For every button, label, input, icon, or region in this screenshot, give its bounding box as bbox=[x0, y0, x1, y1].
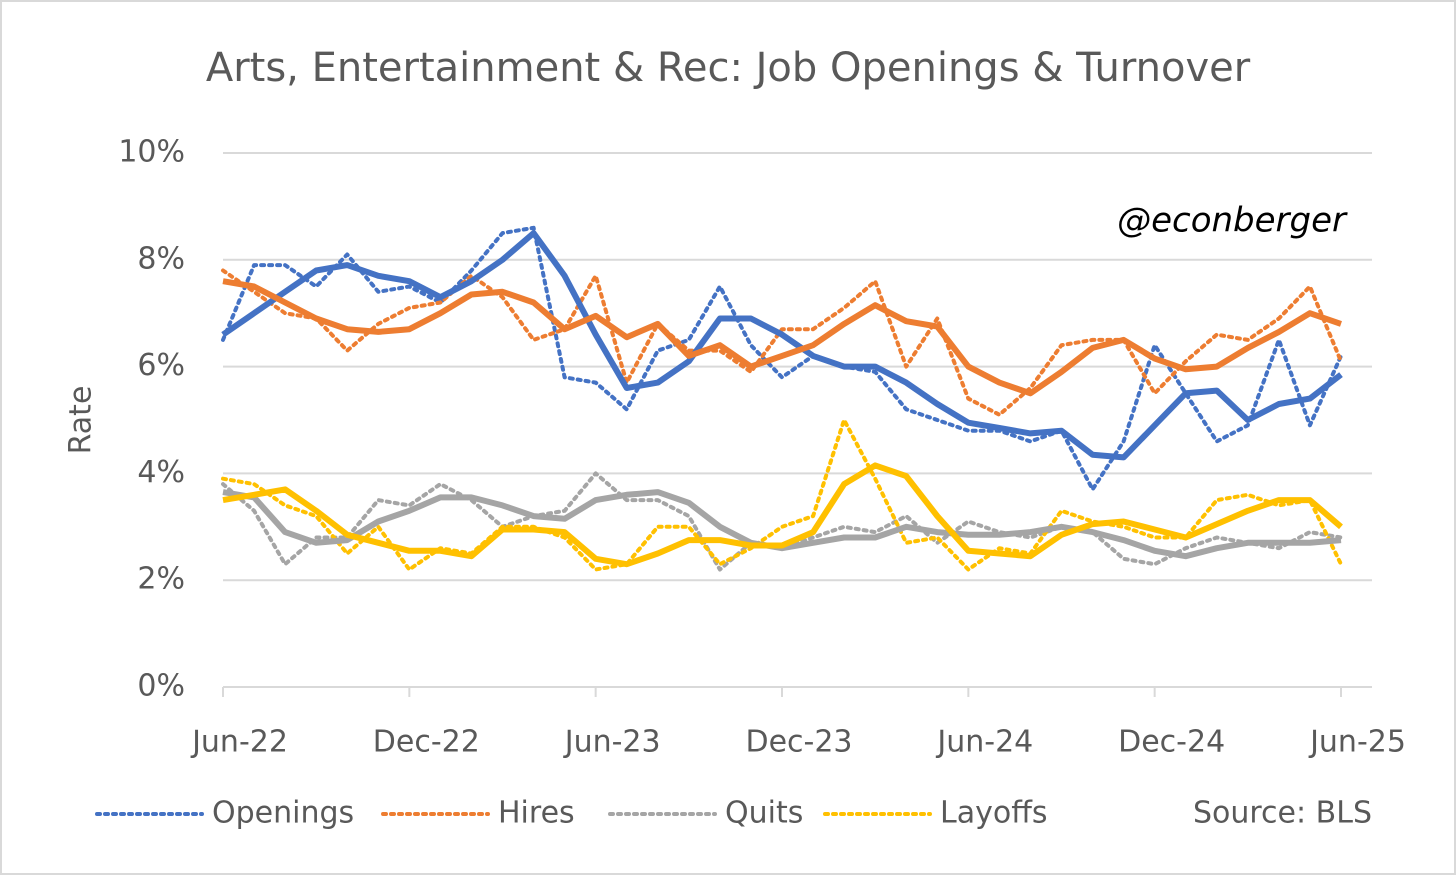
x-tick-label: Jun-25 bbox=[1308, 725, 1406, 760]
x-tick-label: Jun-23 bbox=[563, 725, 661, 760]
x-tick-label: Jun-24 bbox=[935, 725, 1033, 760]
series-line bbox=[221, 418, 1343, 572]
legend-label: Layoffs bbox=[940, 796, 1048, 831]
trend-line bbox=[222, 462, 1343, 568]
watermark: @econberger bbox=[1117, 201, 1348, 241]
x-tick-label: Dec-22 bbox=[373, 725, 480, 760]
y-tick-label: 2% bbox=[137, 562, 185, 597]
legend-label: Quits bbox=[725, 796, 803, 831]
x-tick-label: Dec-23 bbox=[745, 725, 852, 760]
legend-label: Hires bbox=[498, 796, 575, 831]
y-tick-label: 0% bbox=[137, 669, 185, 704]
trend-line bbox=[221, 230, 1343, 461]
y-axis-label: Rate bbox=[64, 386, 99, 455]
series-line bbox=[221, 268, 1343, 417]
source-note: Source: BLS bbox=[1193, 796, 1372, 831]
x-tick-label: Jun-22 bbox=[190, 725, 288, 760]
y-tick-label: 4% bbox=[137, 455, 185, 490]
y-tick-label: 8% bbox=[137, 241, 185, 276]
trend-line bbox=[222, 278, 1342, 397]
y-tick-label: 10% bbox=[118, 135, 185, 170]
legend-label: Openings bbox=[212, 796, 354, 831]
series-line bbox=[221, 225, 1343, 492]
chart-title: Arts, Entertainment & Rec: Job Openings … bbox=[206, 45, 1251, 91]
x-tick-label: Dec-24 bbox=[1118, 725, 1225, 760]
y-tick-label: 6% bbox=[137, 348, 185, 383]
